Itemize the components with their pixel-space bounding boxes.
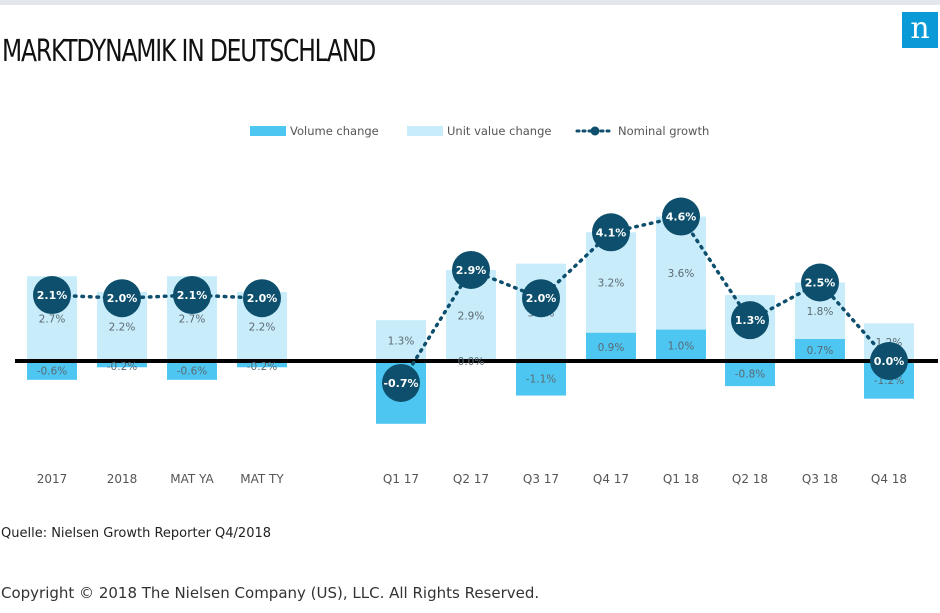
legend-label-nominal-growth: Nominal growth bbox=[618, 124, 709, 138]
nominal-growth-point-q3-18 bbox=[801, 263, 839, 302]
nominal-growth-label-2017: 2.1% bbox=[37, 289, 68, 302]
nominal-growth-point-mat-ty bbox=[243, 279, 281, 318]
nominal-growth-point-2018 bbox=[103, 279, 141, 318]
source-note: Quelle: Nielsen Growth Reporter Q4/2018 bbox=[1, 526, 272, 541]
label-volume-q2-18: -0.8% bbox=[735, 369, 765, 381]
label-unit-value-q3-18: 1.8% bbox=[807, 306, 834, 318]
nominal-growth-point-q1-17 bbox=[382, 363, 420, 402]
bar-volume-q4-17 bbox=[586, 332, 636, 361]
label-unit-value-q1-17: 1.3% bbox=[388, 336, 415, 348]
nominal-growth-label-mat-ty: 2.0% bbox=[247, 292, 278, 305]
copyright-note: Copyright © 2018 The Nielsen Company (US… bbox=[1, 584, 540, 602]
label-volume-q2-17: 0.0% bbox=[458, 356, 485, 368]
legend-swatch-unit-value-change bbox=[407, 126, 443, 136]
label-unit-value-q4-17: 3.2% bbox=[598, 278, 625, 290]
nielsen-logo: n bbox=[902, 12, 938, 48]
label-volume-mat-ty: -0.2% bbox=[247, 361, 277, 373]
label-unit-value-q2-17: 2.9% bbox=[458, 310, 485, 322]
label-volume-q1-18: 1.0% bbox=[668, 340, 695, 352]
legend-marker-nominal-growth bbox=[590, 126, 600, 136]
nominal-growth-point-q1-18 bbox=[662, 197, 700, 236]
bar-volume-mat-ty bbox=[237, 361, 287, 368]
x-tick-label-q1-17: Q1 17 bbox=[383, 472, 419, 486]
x-tick-label-q2-18: Q2 18 bbox=[732, 472, 768, 486]
nominal-growth-label-2018: 2.0% bbox=[107, 292, 138, 305]
x-tick-label-mat-ya: MAT YA bbox=[170, 472, 214, 486]
nominal-growth-label-q1-18: 4.6% bbox=[666, 211, 697, 224]
legend-label-unit-value-change: Unit value change bbox=[447, 124, 551, 138]
nominal-growth-point-q4-17 bbox=[592, 213, 630, 252]
bar-volume-mat-ya bbox=[167, 361, 217, 380]
bar-volume-q1-18 bbox=[656, 329, 706, 361]
label-volume-q3-17: -1.1% bbox=[526, 373, 556, 385]
legend-label-volume-change: Volume change bbox=[290, 124, 379, 138]
bar-volume-q3-17 bbox=[516, 361, 566, 396]
nominal-growth-label-q3-17: 2.0% bbox=[526, 292, 557, 305]
page-title: MARKTDYNAMIK IN DEUTSCHLAND bbox=[2, 34, 376, 69]
label-unit-value-mat-ty: 2.2% bbox=[249, 321, 276, 333]
nominal-growth-label-q2-17: 2.9% bbox=[456, 264, 487, 277]
x-tick-label-q3-17: Q3 17 bbox=[523, 472, 559, 486]
label-unit-value-2018: 2.2% bbox=[109, 321, 136, 333]
label-unit-value-q1-18: 3.6% bbox=[668, 268, 695, 280]
nominal-growth-label-mat-ya: 2.1% bbox=[177, 289, 208, 302]
nominal-growth-point-q3-17 bbox=[522, 279, 560, 318]
label-volume-2017: -0.6% bbox=[37, 365, 67, 377]
bar-volume-q2-18 bbox=[725, 361, 775, 387]
x-tick-label-q1-18: Q1 18 bbox=[663, 472, 699, 486]
nominal-growth-label-q1-17: -0.7% bbox=[383, 377, 418, 390]
label-volume-q4-17: 0.9% bbox=[598, 342, 625, 354]
nominal-growth-label-q4-18: 0.0% bbox=[874, 355, 905, 368]
nominal-growth-label-q2-18: 1.3% bbox=[735, 314, 766, 327]
nominal-growth-label-q4-17: 4.1% bbox=[596, 226, 627, 239]
label-volume-q3-18: 0.7% bbox=[807, 345, 834, 357]
x-tick-label-mat-ty: MAT TY bbox=[240, 472, 284, 486]
nominal-growth-point-mat-ya bbox=[173, 276, 211, 315]
x-tick-label-q2-17: Q2 17 bbox=[453, 472, 489, 486]
x-tick-label-q4-18: Q4 18 bbox=[871, 472, 907, 486]
nominal-growth-line-segment-1 bbox=[50, 293, 264, 300]
bar-unit-value-q1-17 bbox=[376, 320, 426, 361]
x-tick-label-2018: 2018 bbox=[107, 472, 138, 486]
x-tick-label-q4-17: Q4 17 bbox=[593, 472, 629, 486]
x-tick-label-2017: 2017 bbox=[37, 472, 68, 486]
label-volume-mat-ya: -0.6% bbox=[177, 365, 207, 377]
nominal-growth-label-q3-18: 2.5% bbox=[805, 277, 836, 290]
label-unit-value-2017: 2.7% bbox=[39, 314, 66, 326]
x-tick-label-q3-18: Q3 18 bbox=[802, 472, 838, 486]
bar-volume-2018 bbox=[97, 361, 147, 368]
label-unit-value-mat-ya: 2.7% bbox=[179, 314, 206, 326]
nominal-growth-point-q2-17 bbox=[452, 250, 490, 289]
market-dynamics-chart: Volume change Unit value change Nominal gr… bbox=[15, 124, 938, 486]
legend-swatch-volume-change bbox=[250, 126, 286, 136]
top-rule bbox=[0, 0, 940, 5]
bar-volume-q3-18 bbox=[795, 339, 845, 361]
bar-volume-2017 bbox=[27, 361, 77, 380]
nominal-growth-point-q4-18 bbox=[870, 342, 908, 380]
nominal-growth-point-2017 bbox=[33, 276, 71, 315]
nominal-growth-point-q2-18 bbox=[731, 301, 769, 340]
label-volume-2018: -0.2% bbox=[107, 361, 137, 373]
